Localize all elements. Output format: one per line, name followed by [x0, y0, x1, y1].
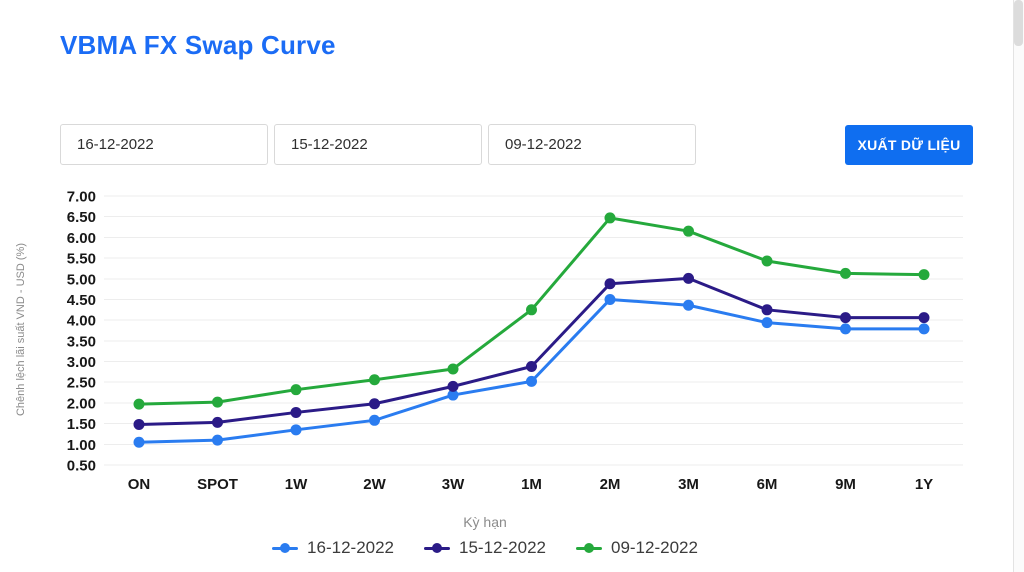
svg-text:9M: 9M — [835, 476, 856, 493]
svg-text:7.00: 7.00 — [67, 189, 96, 206]
legend-item-16-12-2022[interactable]: 16-12-2022 — [272, 538, 394, 558]
line-chart: 7.00 6.50 6.00 5.50 5.00 4.50 4.00 3.50 3.00 2.50… — [67, 189, 963, 493]
svg-text:6.00: 6.00 — [67, 230, 96, 247]
svg-text:2.50: 2.50 — [67, 375, 96, 392]
svg-text:1.00: 1.00 — [67, 437, 96, 454]
svg-text:6.50: 6.50 — [67, 209, 96, 226]
svg-text:SPOT: SPOT — [197, 476, 238, 493]
date-input-2[interactable] — [274, 124, 482, 165]
x-axis-title: Kỳ hạn — [463, 514, 507, 530]
legend-label: 09-12-2022 — [610, 538, 698, 557]
scrollbar-thumb[interactable] — [1014, 0, 1023, 46]
svg-text:ON: ON — [128, 476, 151, 493]
legend-label: 15-12-2022 — [459, 538, 546, 557]
svg-text:3M: 3M — [678, 476, 699, 493]
date-input-1[interactable] — [60, 124, 268, 165]
legend-item-15-12-2022[interactable]: 15-12-2022 — [424, 538, 546, 558]
svg-text:2W: 2W — [363, 476, 386, 493]
date-input-3[interactable] — [488, 124, 696, 165]
svg-text:2M: 2M — [600, 476, 621, 493]
series-marker-icon — [424, 542, 451, 554]
series-marker-icon — [272, 542, 299, 554]
legend: 16-12-2022 15-12-2022 09-12-2022 — [0, 538, 970, 558]
page-title: VBMA FX Swap Curve — [60, 30, 336, 60]
svg-text:3.50: 3.50 — [67, 333, 96, 350]
svg-text:4.00: 4.00 — [67, 313, 96, 330]
svg-text:1.50: 1.50 — [67, 416, 96, 433]
svg-text:2.00: 2.00 — [67, 395, 96, 412]
export-data-button[interactable]: XUẤT DỮ LIỆU — [845, 124, 973, 165]
legend-label: 16-12-2022 — [307, 538, 395, 557]
svg-text:1M: 1M — [521, 476, 542, 493]
series-marker-icon — [575, 542, 602, 554]
svg-text:3.00: 3.00 — [67, 354, 96, 371]
svg-text:6M: 6M — [757, 476, 778, 493]
legend-item-09-12-2022[interactable]: 09-12-2022 — [575, 538, 698, 558]
svg-text:4.50: 4.50 — [67, 292, 96, 309]
svg-text:1Y: 1Y — [915, 476, 933, 493]
svg-text:0.50: 0.50 — [67, 458, 96, 475]
svg-text:5.50: 5.50 — [67, 251, 96, 268]
controls-row: XUẤT DỮ LIỆU — [60, 124, 973, 165]
chart-plot: 7.00 6.50 6.00 5.50 5.00 4.50 4.00 3.50 3.00 2.50… — [0, 182, 1024, 494]
svg-text:1W: 1W — [285, 476, 308, 493]
svg-text:5.00: 5.00 — [67, 271, 96, 288]
svg-text:3W: 3W — [442, 476, 465, 493]
scrollbar[interactable] — [1013, 0, 1024, 572]
